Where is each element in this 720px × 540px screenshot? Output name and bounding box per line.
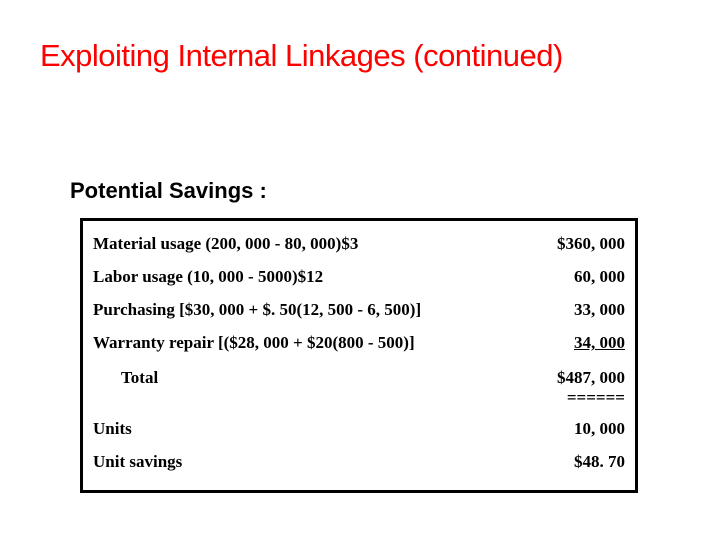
table-row: Material usage (200, 000 - 80, 000)$3 $3…: [93, 227, 625, 260]
row-label: Purchasing [$30, 000 + $. 50(12, 500 - 6…: [93, 301, 421, 318]
table-row: Labor usage (10, 000 - 5000)$12 60, 000: [93, 260, 625, 293]
row-label: Labor usage (10, 000 - 5000)$12: [93, 268, 323, 285]
table-row: Unit savings $48. 70: [93, 445, 625, 478]
table-row: Purchasing [$30, 000 + $. 50(12, 500 - 6…: [93, 293, 625, 326]
table-row: Warranty repair [($28, 000 + $20(800 - 5…: [93, 326, 625, 359]
row-value: $360, 000: [557, 235, 625, 252]
row-label: Material usage (200, 000 - 80, 000)$3: [93, 235, 358, 252]
row-value: $487, 000: [557, 369, 625, 386]
table-row: Units 10, 000: [93, 412, 625, 445]
row-label: Units: [93, 420, 132, 437]
row-value: $48. 70: [574, 453, 625, 470]
page-title: Exploiting Internal Linkages (continued): [40, 38, 700, 74]
row-value: 33, 000: [574, 301, 625, 318]
row-label: Total: [93, 369, 158, 386]
row-value: 34, 000: [574, 334, 625, 351]
row-label: Unit savings: [93, 453, 182, 470]
savings-table: Material usage (200, 000 - 80, 000)$3 $3…: [80, 218, 638, 493]
double-rule: ======: [93, 388, 625, 408]
section-subtitle: Potential Savings :: [70, 178, 267, 204]
row-label: Warranty repair [($28, 000 + $20(800 - 5…: [93, 334, 415, 351]
row-value: 10, 000: [574, 420, 625, 437]
row-value: 60, 000: [574, 268, 625, 285]
